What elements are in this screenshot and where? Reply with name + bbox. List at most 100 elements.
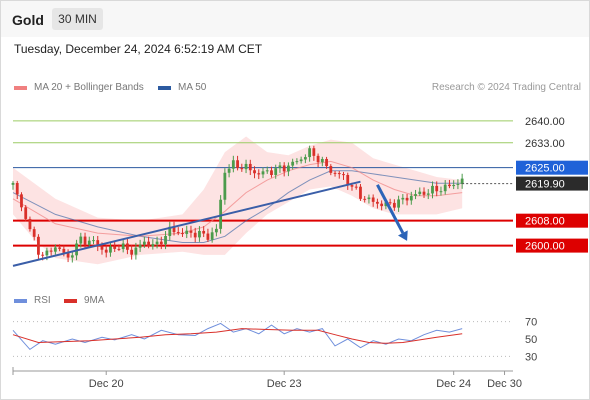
legend-9ma: 9MA	[64, 295, 105, 306]
candle-body	[401, 197, 405, 200]
candle-body	[83, 236, 87, 245]
candle-body	[134, 247, 138, 255]
candle-body	[236, 160, 239, 169]
candle-body	[70, 255, 74, 258]
candle-body	[214, 228, 218, 233]
candle-body	[219, 199, 223, 229]
candle-body	[58, 247, 62, 249]
candle-body	[159, 241, 163, 245]
candle-body	[130, 249, 134, 255]
candle-body	[189, 230, 193, 233]
rsi-series-rsi	[12, 322, 463, 351]
candle-body	[20, 194, 23, 208]
candle-body	[168, 226, 172, 237]
candle-body	[329, 166, 333, 173]
legend-rsi-label: RSI	[34, 295, 51, 306]
candle-body	[210, 232, 214, 240]
candle-body	[198, 230, 201, 238]
candle-body	[392, 202, 396, 208]
level-label-2633.00: 2633.00	[525, 138, 565, 150]
candle-body	[405, 197, 409, 201]
candle-body	[248, 163, 252, 171]
candle-body	[376, 201, 379, 204]
candle-body	[312, 148, 316, 156]
candle-body	[287, 165, 290, 172]
candle-body	[443, 184, 447, 192]
candle-body	[414, 194, 417, 196]
candle-body	[439, 191, 443, 193]
candle-body	[49, 250, 53, 252]
candle-body	[422, 191, 426, 195]
candle-body	[53, 247, 57, 252]
forecast-arrowhead	[397, 230, 408, 241]
candle-body	[253, 170, 256, 174]
candle-body	[181, 233, 184, 235]
candle-body	[299, 159, 303, 162]
candle-body	[185, 230, 189, 234]
legend-9ma-label: 9MA	[84, 295, 105, 306]
candle-body	[126, 243, 129, 250]
current-price-label: 2619.90	[525, 179, 565, 191]
candle-body	[397, 199, 400, 208]
ma50-line	[12, 170, 463, 243]
candle-body	[448, 184, 451, 187]
candle-body	[24, 207, 28, 219]
legend-ma50: MA 50	[158, 82, 206, 93]
current-price-tag	[516, 176, 588, 191]
credit-text: Research © 2024 Trading Central	[431, 82, 581, 93]
candle-body	[176, 232, 180, 234]
x-tick-label: Dec 24	[436, 378, 471, 390]
candle-body	[32, 229, 36, 237]
candle-body	[426, 193, 430, 195]
candle-body	[346, 174, 350, 186]
candle-body	[151, 244, 155, 247]
rsi-tick-30: 30	[525, 351, 537, 363]
level-tag-2600.00	[516, 238, 588, 253]
candle-body	[244, 163, 248, 170]
candle-body	[371, 197, 375, 202]
candle-body	[117, 248, 121, 250]
candle-body	[100, 246, 104, 250]
candle-body	[380, 203, 384, 207]
candle-body	[227, 168, 231, 173]
candle-body	[257, 173, 261, 175]
trendline	[12, 180, 361, 267]
candle-body	[138, 244, 142, 248]
candle-body	[75, 243, 78, 256]
candle-body	[367, 197, 371, 200]
candle-body	[270, 170, 273, 175]
candle-body	[431, 185, 434, 194]
candle-body	[206, 233, 210, 240]
candle-body	[147, 241, 150, 247]
candle-body	[45, 250, 49, 256]
candle-body	[337, 173, 341, 175]
level-label-2625.00: 2625.00	[525, 163, 565, 175]
rsi-ma-swatch	[64, 298, 77, 303]
rsi-tick-70: 70	[525, 317, 537, 329]
candle-body	[295, 161, 299, 163]
legend-ma20: MA 20 + Bollinger Bands	[14, 82, 144, 93]
candle-body	[87, 240, 91, 245]
candle-body	[274, 168, 278, 175]
timeframe-tab[interactable]: 30 MIN	[52, 8, 103, 30]
candle-body	[15, 182, 19, 195]
candle-body	[333, 172, 337, 174]
level-label-2600.00: 2600.00	[525, 241, 565, 253]
candle-body	[460, 178, 464, 185]
candle-body	[261, 171, 265, 175]
candle-body	[409, 195, 413, 201]
candle-body	[320, 158, 324, 163]
candle-body	[231, 160, 235, 169]
candle-body	[265, 170, 269, 172]
candle-body	[384, 202, 388, 207]
candle-body	[240, 168, 244, 170]
forecast-arrow-shaft	[376, 184, 405, 234]
ma20-swatch	[14, 85, 27, 90]
candle-body	[202, 230, 206, 234]
candle-body	[62, 248, 66, 253]
candle-body	[11, 182, 15, 185]
candle-body	[456, 184, 460, 186]
timestamp: Tuesday, December 24, 2024 6:52:19 AM CE…	[14, 42, 263, 56]
candle-body	[109, 246, 112, 253]
candle-body	[193, 232, 197, 238]
